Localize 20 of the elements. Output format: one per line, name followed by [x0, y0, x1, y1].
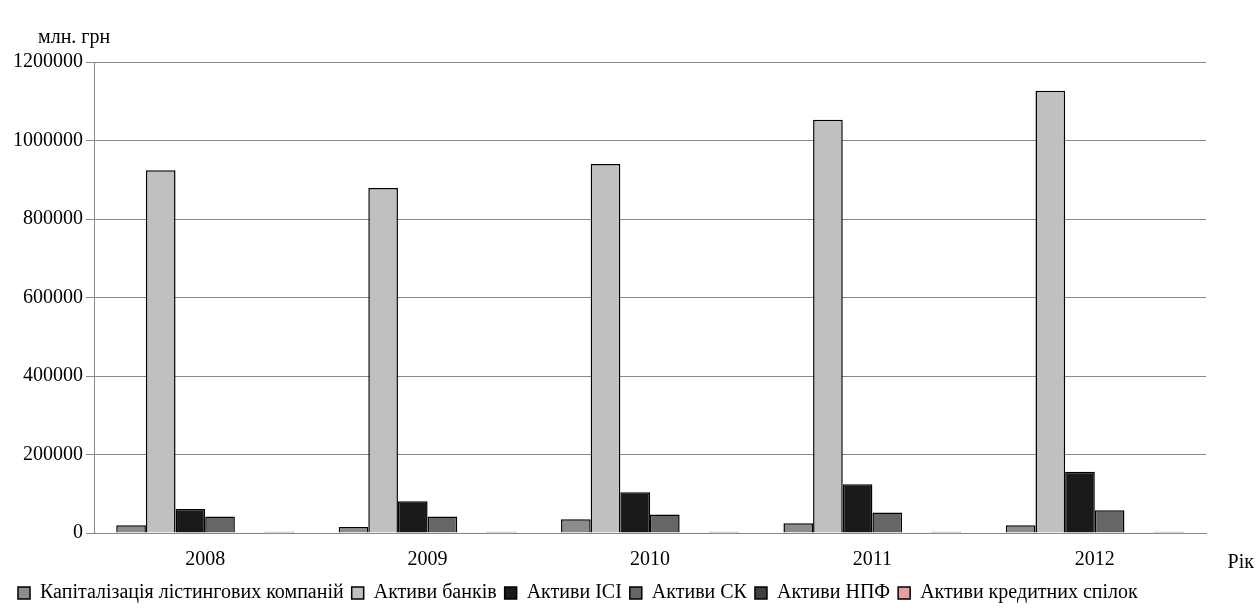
x-tick-label: 2009: [407, 547, 448, 570]
legend-label: Активи НПФ: [776, 580, 891, 603]
x-tick-label: 2011: [852, 547, 893, 570]
y-tick-label: 200000: [23, 441, 83, 464]
x-axis-title: Рік: [1227, 550, 1255, 573]
x-tick-label: 2010: [630, 547, 670, 570]
y-tick-label: 1200000: [13, 49, 83, 72]
legend-label: Активи кредитних спілок: [920, 580, 1139, 604]
legend-label: Активи банків: [373, 580, 497, 603]
y-tick-label: 0: [73, 520, 83, 543]
x-tick-label: 2008: [185, 547, 226, 570]
x-tick-label: 2012: [1074, 547, 1115, 570]
y-tick-label: 1000000: [13, 127, 83, 150]
legend-label: Капіталізація лістингових компаній: [40, 580, 344, 604]
y-tick-label: 400000: [23, 363, 83, 386]
legend-label: Активи ІСІ: [526, 580, 622, 603]
legend-label: Активи СК: [651, 580, 748, 603]
y-tick-label: 600000: [23, 284, 83, 307]
y-axis-title: млн. грн: [38, 25, 111, 49]
y-tick-label: 800000: [23, 206, 83, 229]
